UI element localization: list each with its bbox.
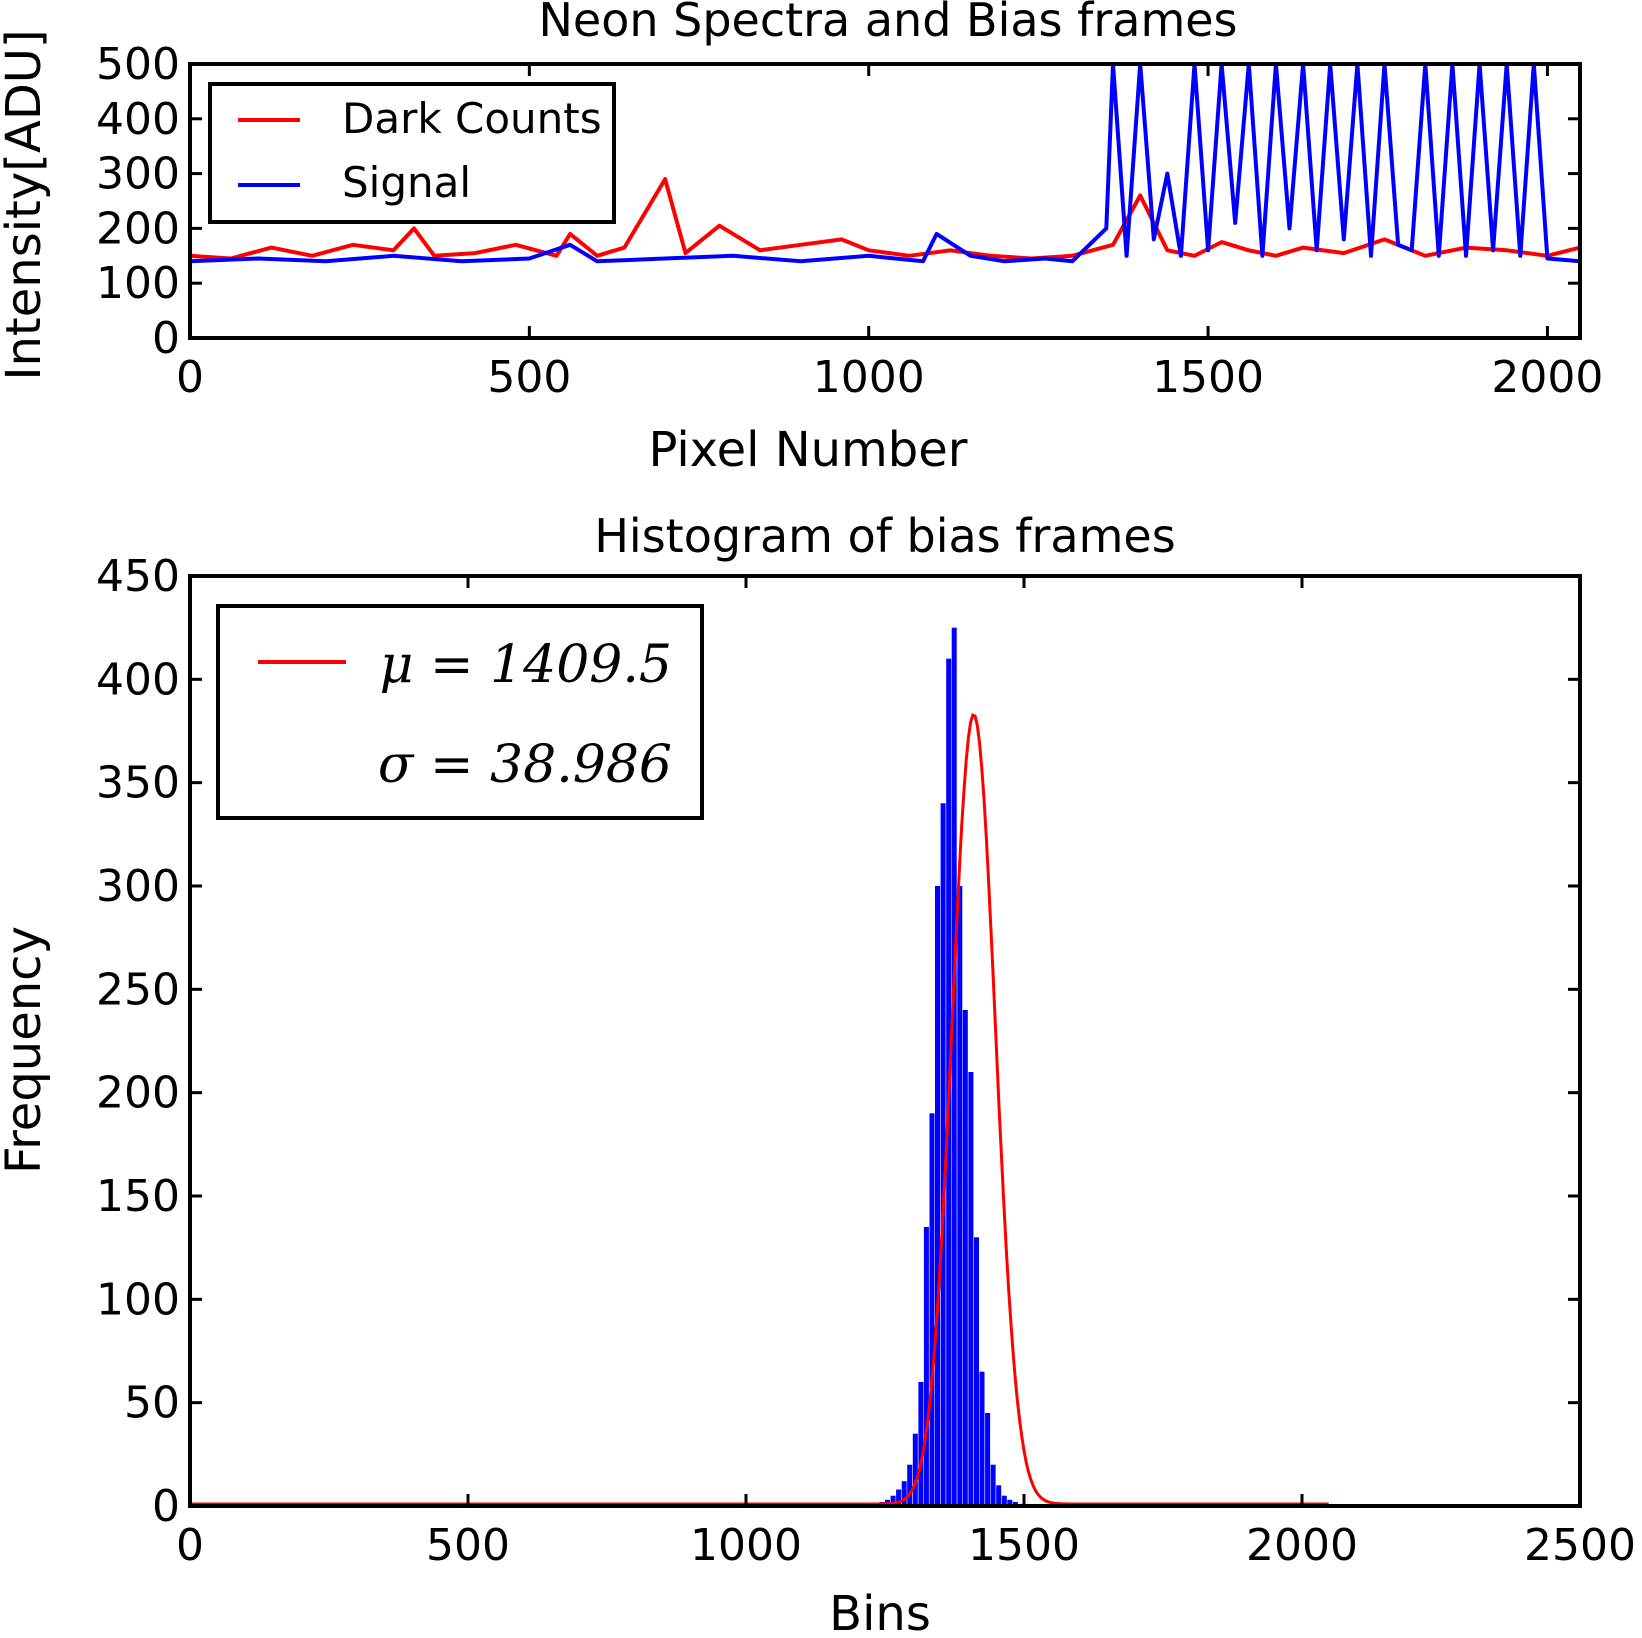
histogram-bar xyxy=(985,1413,991,1506)
chart2-xtick-label: 500 xyxy=(426,1520,510,1571)
chart2-ytick-label: 100 xyxy=(96,1274,180,1325)
histogram-bar xyxy=(957,886,963,1506)
chart2-frame xyxy=(188,574,1582,1508)
chart2-xtick-label: 1000 xyxy=(690,1520,802,1571)
legend-dark-counts-label: Dark Counts xyxy=(342,94,602,143)
chart2-title: Histogram of bias frames xyxy=(594,509,1175,563)
chart2-ytick-label: 0 xyxy=(152,1481,180,1532)
gaussian-fit-line xyxy=(190,712,1329,1506)
chart2-xtick-label: 2000 xyxy=(1246,1520,1358,1571)
chart2-ytick-label: 250 xyxy=(96,964,180,1015)
chart2-xtick-label: 0 xyxy=(176,1520,204,1571)
chart2-ticks: 0 500 1000 1500 2000 2500 0 50 100 150 200 250 300 35… xyxy=(96,551,1636,1571)
chart2-ytick-label: 450 xyxy=(96,551,180,602)
histogram-bar xyxy=(935,886,940,1506)
chart1-legend-box xyxy=(208,82,616,224)
histogram-bar xyxy=(951,627,957,1506)
histogram-bar xyxy=(979,1371,985,1506)
chart1-ylabel: Intensity[ADU] xyxy=(0,29,52,380)
chart1-xtick-label: 500 xyxy=(487,352,571,403)
chart1-ytick-label: 100 xyxy=(96,258,180,309)
chart2-legend-box xyxy=(216,604,704,820)
chart1-xlabel: Pixel Number xyxy=(648,422,967,478)
chart2-ytick-label: 150 xyxy=(96,1171,180,1222)
chart2-ytick-label: 400 xyxy=(96,654,180,705)
chart2-xtick-label: 2500 xyxy=(1524,1520,1636,1571)
histogram-bar xyxy=(968,1072,974,1506)
chart1-xtick-label: 2000 xyxy=(1491,352,1603,403)
chart1-frame xyxy=(188,62,1582,340)
histogram-bar xyxy=(890,1495,896,1506)
chart1-ytick-label: 500 xyxy=(96,39,180,90)
chart1-plot-area xyxy=(189,62,1581,264)
histogram-bar xyxy=(1007,1499,1013,1506)
chart2-xlabel: Bins xyxy=(829,1586,931,1638)
chart1-ytick-label: 400 xyxy=(96,94,180,145)
histogram-chart: Histogram of bias frames 0 500 1000 1500 200… xyxy=(0,509,1636,1638)
chart2-ytick-label: 200 xyxy=(96,1068,180,1119)
chart1-legend: Dark Counts Signal xyxy=(208,82,616,224)
histogram-bar xyxy=(974,1237,979,1506)
histogram-bar xyxy=(1012,1501,1018,1506)
histogram-bar xyxy=(990,1464,996,1506)
chart2-ytick-label: 300 xyxy=(96,861,180,912)
chart1-xtick-label: 0 xyxy=(176,352,204,403)
histogram-bar xyxy=(901,1481,907,1506)
chart1-xtick-label: 1500 xyxy=(1152,352,1264,403)
spectra-chart: Neon Spectra and Bias frames 0 500 1000 150… xyxy=(0,0,1603,478)
chart2-ylabel: Frequency xyxy=(0,926,52,1174)
histogram-bar xyxy=(996,1485,1002,1506)
legend-signal-label: Signal xyxy=(342,158,471,207)
chart1-ytick-label: 200 xyxy=(96,203,180,254)
histogram-bar xyxy=(896,1489,902,1506)
legend-mu-label: μ = 1409.5 xyxy=(380,635,672,695)
legend-sigma-label: σ = 38.986 xyxy=(378,735,672,795)
chart1-ytick-label: 300 xyxy=(96,149,180,200)
chart2-ytick-label: 50 xyxy=(124,1378,180,1429)
chart2-ytick-label: 350 xyxy=(96,758,180,809)
histogram-bar xyxy=(962,1010,968,1506)
histogram-bar xyxy=(1001,1495,1007,1506)
chart2-legend: μ = 1409.5 σ = 38.986 xyxy=(216,604,704,820)
chart1-xtick-label: 1000 xyxy=(813,352,925,403)
histogram-bar xyxy=(923,1227,929,1506)
histogram-bar xyxy=(940,803,946,1506)
histogram-bar xyxy=(918,1382,924,1506)
chart1-ytick-label: 0 xyxy=(152,313,180,364)
histogram-bar xyxy=(907,1464,913,1506)
histogram-bar xyxy=(929,1113,935,1506)
histogram-bar xyxy=(912,1433,918,1506)
chart2-xtick-label: 1500 xyxy=(968,1520,1080,1571)
series-signal-line xyxy=(189,62,1581,264)
chart1-title: Neon Spectra and Bias frames xyxy=(538,0,1237,47)
